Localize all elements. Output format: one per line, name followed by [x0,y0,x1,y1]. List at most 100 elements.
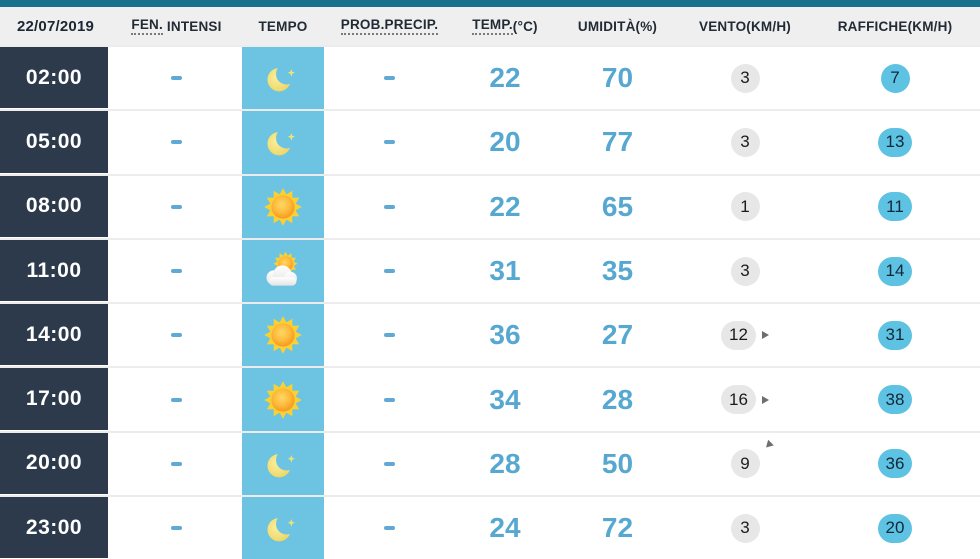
col-header-temperature: TEMP. (°C) [472,17,538,35]
weather-cell [242,304,324,367]
sun-icon [263,315,303,355]
wind-cell: 3 [680,47,810,109]
phenomena-tooltip-label[interactable]: FEN. [131,17,163,35]
forecast-row: 14:00 - - 36 27 12 31 [0,302,980,367]
phenomena-cell: - [111,111,242,173]
gusts-cell: 31 [810,304,980,366]
top-accent-bar [0,0,980,7]
sun-behind-cloud-icon [261,249,305,293]
gusts-cell: 38 [810,368,980,430]
time-cell: 23:00 [0,497,111,559]
forecast-row: 11:00 - - 31 35 3 14 [0,237,980,303]
time-cell: 08:00 [0,175,111,238]
phenomena-cell: - [111,240,242,302]
weather-cell [242,239,324,303]
gusts-badge: 13 [877,127,913,157]
precip-prob-cell: - [324,176,455,238]
humidity-value: 35 [601,255,634,287]
phenomena-cell: - [111,433,242,495]
wind-cell: 3 [680,111,810,173]
no-data-dash: - [171,397,182,402]
table-header-row: 22/07/2019 FEN. INTENSI TEMPO PROB.PRECI… [0,7,980,45]
weather-cell [242,47,324,110]
gusts-cell: 14 [810,240,980,302]
col-header-phenomena: FEN. INTENSI [131,17,222,35]
no-data-dash: - [384,76,395,81]
col-header-weather: TEMPO [258,18,308,34]
no-data-dash: - [384,333,395,338]
precip-prob-cell: - [324,497,455,559]
weather-cell [242,432,324,496]
humidity-value: 77 [601,126,634,158]
precip-prob-tooltip-label[interactable]: PROB.PRECIP. [340,17,439,35]
humidity-value: 27 [601,319,634,351]
gusts-badge: 36 [877,449,913,479]
gusts-cell: 7 [810,47,980,109]
phenomena-cell: - [111,368,242,430]
sun-icon [263,380,303,420]
col-header-gusts: RAFFICHE(KM/H) [837,18,953,34]
temperature-value: 28 [489,447,521,479]
phenomena-cell: - [111,47,242,109]
humidity-value: 65 [601,190,634,222]
time-cell: 17:00 [0,368,111,431]
time-cell: 02:00 [0,47,111,110]
forecast-row: 17:00 - - 34 28 16 38 [0,366,980,431]
temperature-value: 22 [489,62,521,94]
no-data-dash: - [384,204,395,209]
time-cell: 20:00 [0,432,111,496]
col-header-precip-prob: PROB.PRECIP. [324,7,455,45]
no-data-dash: - [171,526,182,531]
gusts-badge: 11 [878,192,912,222]
weather-cell [242,175,324,238]
moon-icon [263,122,303,162]
col-header-wind: VENTO(KM/H) [699,18,791,34]
temperature-value: 20 [489,126,521,158]
humidity-value: 70 [601,62,634,94]
temperature-value: 31 [489,255,521,287]
no-data-dash: - [384,461,395,466]
wind-badge: 12 [721,320,756,350]
temperature-value: 34 [489,383,521,415]
temperature-value: 24 [489,512,521,544]
humidity-value: 28 [601,383,634,415]
wind-cell: 9 [680,433,810,495]
gusts-cell: 36 [810,433,980,495]
wind-badge: 9 [730,449,760,479]
no-data-dash: - [171,204,182,209]
weather-cell [242,497,324,559]
wind-cell: 1 [680,176,810,238]
precip-prob-cell: - [324,111,455,173]
wind-cell: 3 [680,240,810,302]
precip-prob-cell: - [324,47,455,109]
forecast-row: 20:00 - - 28 50 9 36 [0,430,980,496]
no-data-dash: - [171,333,182,338]
time-cell: 11:00 [0,239,111,303]
no-data-dash: - [384,397,395,402]
wind-direction-east-icon [761,395,769,404]
no-data-dash: - [384,269,395,274]
weather-cell [242,111,324,174]
temperature-value: 36 [489,319,521,351]
wind-direction-southwest-icon [762,440,774,451]
humidity-value: 72 [601,512,634,544]
wind-badge: 3 [730,63,760,93]
time-cell: 14:00 [0,304,111,367]
precip-prob-cell: - [324,368,455,430]
temperature-value: 22 [489,190,521,222]
gusts-badge: 38 [877,385,913,415]
precip-prob-cell: - [324,304,455,366]
precip-prob-cell: - [324,433,455,495]
temperature-tooltip-label[interactable]: TEMP. [472,17,513,35]
phenomena-cell: - [111,176,242,238]
phenomena-cell: - [111,497,242,559]
wind-badge: 3 [730,127,760,157]
wind-direction-east-icon [761,331,769,340]
wind-cell: 16 [680,368,810,430]
moon-icon [263,444,303,484]
no-data-dash: - [384,526,395,531]
wind-badge: 1 [730,192,760,222]
wind-cell: 3 [680,497,810,559]
weather-cell [242,368,324,431]
